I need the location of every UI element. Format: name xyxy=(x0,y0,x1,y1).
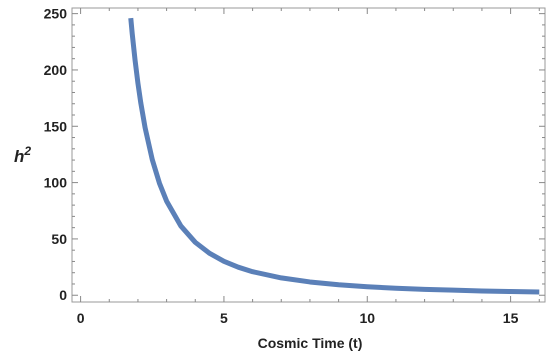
x-tick-label: 0 xyxy=(77,310,85,326)
axis-ticks xyxy=(72,8,545,302)
y-axis-title-base: h xyxy=(14,147,24,166)
plot-frame xyxy=(71,7,546,303)
x-axis-title: Cosmic Time (t) xyxy=(258,335,363,351)
y-tick-label: 250 xyxy=(44,6,68,22)
y-tick-label: 50 xyxy=(51,231,67,247)
series-line xyxy=(128,17,540,295)
y-tick-label: 200 xyxy=(44,62,68,78)
y-tick-label: 150 xyxy=(44,118,68,134)
plot-frame-rect xyxy=(71,7,546,303)
y-axis-title: h2 xyxy=(14,144,31,166)
x-tick-label: 15 xyxy=(503,310,519,326)
y-tick-labels: 0 50 100 150 200 250 xyxy=(44,6,68,304)
y-axis-title-exponent: 2 xyxy=(23,144,31,158)
y-tick-label: 0 xyxy=(59,287,67,303)
series-group xyxy=(128,17,540,295)
x-tick-label: 5 xyxy=(220,310,228,326)
x-tick-labels: 0 5 10 15 xyxy=(77,310,519,326)
x-tick-label: 10 xyxy=(359,310,375,326)
y-tick-label: 100 xyxy=(44,175,68,191)
